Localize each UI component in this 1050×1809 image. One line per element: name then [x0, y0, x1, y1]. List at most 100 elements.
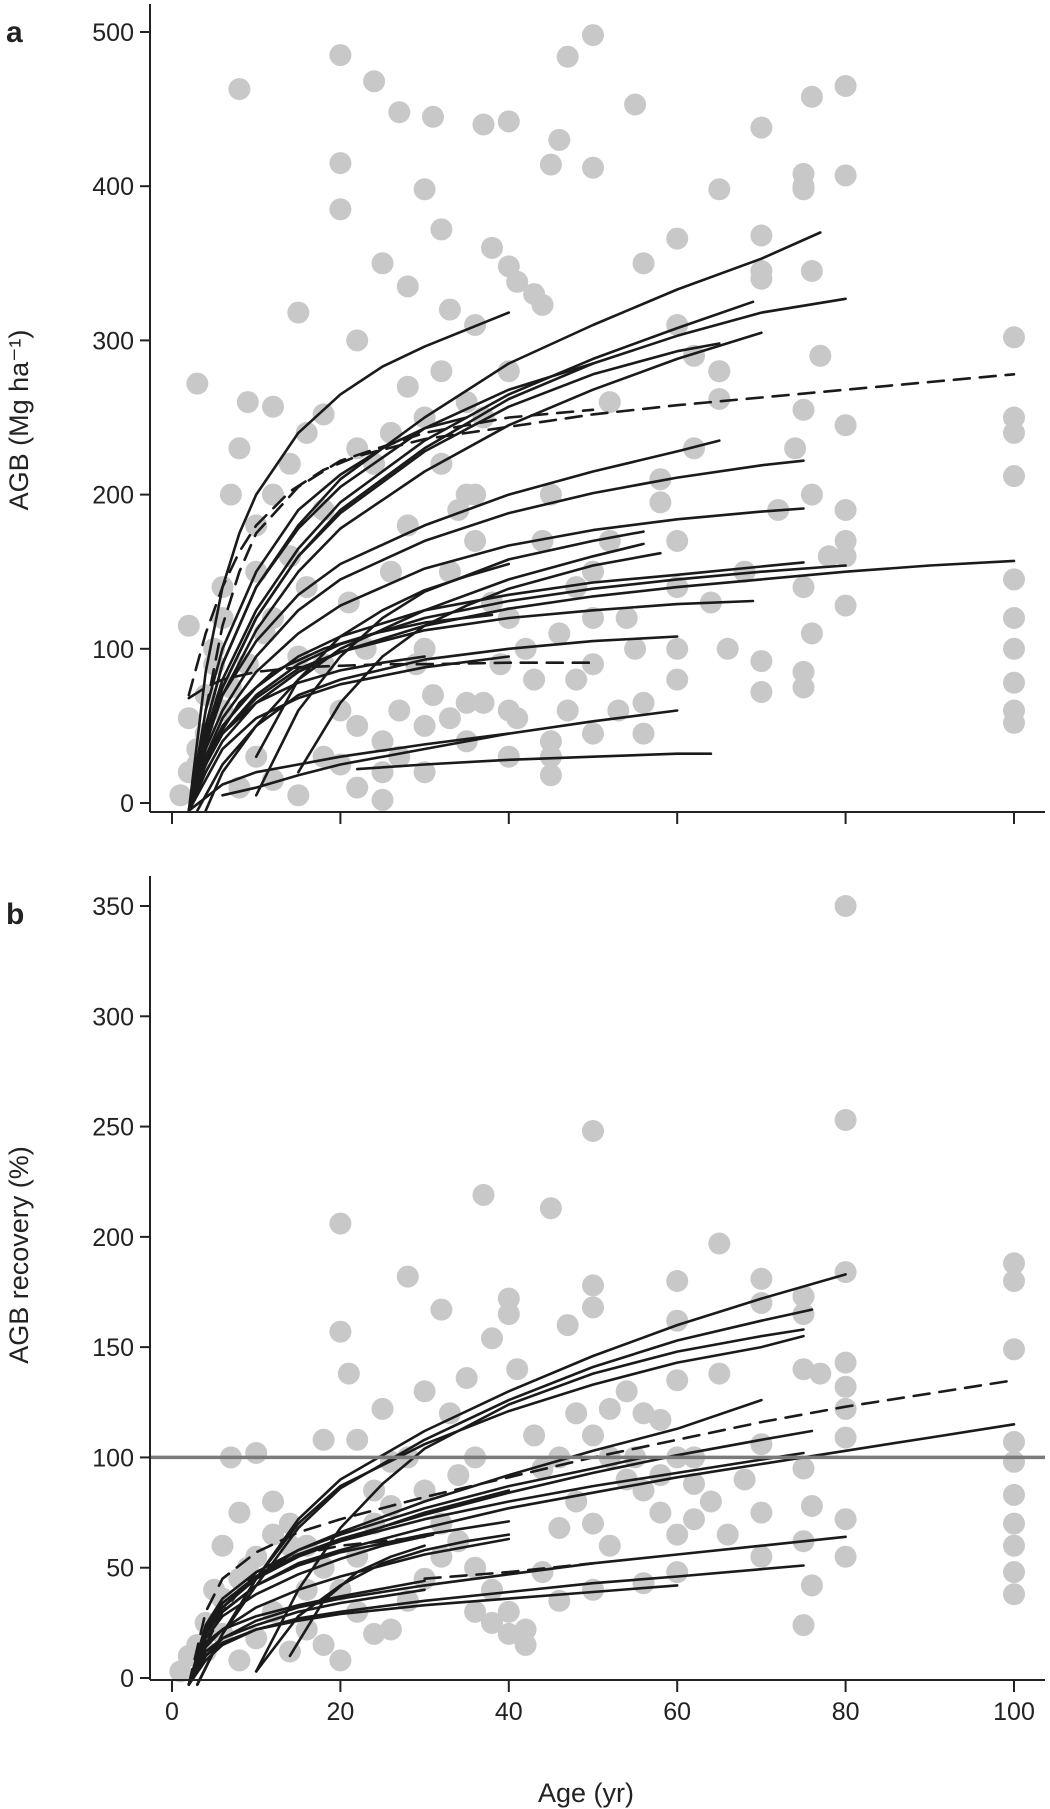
- panel-a-data-point: [371, 730, 394, 753]
- panel-a-data-point: [834, 75, 857, 97]
- panel-a-data-point: [582, 607, 604, 629]
- panel-a-data-point: [506, 707, 529, 730]
- panel-a-data-point: [666, 668, 689, 691]
- panel-a-data-point: [287, 301, 310, 324]
- panel-b-data-point: [497, 1600, 520, 1623]
- panel-a-data-point: [708, 360, 731, 383]
- panel-b-data-point: [363, 1479, 386, 1502]
- panel-b-x-tick-label: 20: [326, 1698, 354, 1726]
- panel-b-data-point: [523, 1424, 546, 1447]
- panel-a-data-point: [733, 560, 756, 583]
- panel-b-data-point: [497, 1622, 520, 1645]
- panel-b-data-point: [396, 1265, 419, 1288]
- panel-b-data-point: [506, 1358, 529, 1381]
- panel-a-data-point: [531, 293, 554, 316]
- panel-a-data-point: [792, 576, 815, 599]
- panel-a-fit-curve: [187, 300, 755, 812]
- panel-b-x-tick-label: 60: [663, 1698, 691, 1726]
- panel-a-data-point: [371, 252, 394, 275]
- panel-b-data-point: [329, 1212, 352, 1235]
- panel-a-data-point: [632, 252, 655, 275]
- panel-a-data-point: [371, 761, 394, 784]
- panel-b-x-tick-label: 0: [165, 1698, 179, 1726]
- panel-a-data-point: [464, 483, 487, 506]
- panel-a-data-point: [666, 227, 689, 250]
- panel-a-points: [169, 24, 1025, 811]
- panel-a-data-point: [430, 360, 453, 383]
- panel-b-data-point: [539, 1197, 562, 1220]
- panel-b-fit-curve: [187, 1451, 805, 1686]
- panel-a-data-point: [396, 375, 419, 398]
- panel-b-fit-curve: [187, 1456, 645, 1686]
- panel-a-fit-curve: [187, 655, 511, 812]
- panel-b-data-point: [514, 1618, 537, 1641]
- panel-b-data-point: [1003, 1512, 1025, 1535]
- panel-a-data-point: [792, 178, 815, 201]
- panel-a-fit-curve: [187, 231, 822, 812]
- panel-a-data-point: [472, 113, 495, 136]
- panel-b-fit-curve: [254, 1533, 511, 1673]
- panel-a-data-point: [262, 483, 284, 506]
- panel-b-data-point: [834, 1375, 857, 1398]
- panel-a-data-point: [792, 660, 815, 683]
- panel-b-data-point: [1003, 1338, 1025, 1361]
- panel-a-fit-curve: [187, 342, 721, 812]
- panel-b-y-tick-label: 100: [92, 1444, 134, 1472]
- panel-b-x-tick-label: 40: [495, 1698, 523, 1726]
- panel-b-fitted-curves: [187, 1273, 1016, 1686]
- panel-b-y-tick-label: 300: [92, 1003, 134, 1031]
- panel-b-data-point: [245, 1545, 268, 1568]
- panel-b-data-point: [666, 1561, 689, 1584]
- panel-a-data-point: [750, 224, 773, 247]
- panel-b-data-point: [834, 1508, 857, 1531]
- panel-b-data-point: [1003, 1252, 1025, 1275]
- panel-b-data-point: [834, 1426, 857, 1449]
- panel-a-data-point: [396, 275, 419, 298]
- panel-a-data-point: [809, 344, 832, 367]
- panel-a-data-point: [329, 198, 352, 221]
- panel-a-data-point: [792, 398, 815, 421]
- panel-a-data-point: [539, 483, 562, 506]
- panel-b-y-tick-label: 250: [92, 1114, 134, 1142]
- panel-b-fit-curve: [423, 1562, 595, 1580]
- panel-b-y-axis-label: AGB recovery (%): [4, 1146, 34, 1364]
- panel-a-data-point: [565, 668, 588, 691]
- panel-b-x-tick-label: 100: [993, 1698, 1035, 1726]
- panel-a-data-point: [430, 452, 453, 475]
- panel-b-data-point: [211, 1534, 234, 1557]
- panel-a-data-point: [624, 93, 647, 116]
- panel-a-data-point: [177, 614, 200, 637]
- panel-a-data-point: [607, 699, 630, 722]
- panel-a-data-point: [784, 437, 807, 460]
- panel-a-data-point: [792, 162, 815, 185]
- panel-a-data-point: [834, 529, 857, 552]
- panel-b-y-tick-label: 200: [92, 1224, 134, 1252]
- panel-b-data-point: [708, 1362, 731, 1385]
- panel-b-data-point: [312, 1633, 335, 1656]
- panel-b-data-point: [438, 1402, 461, 1425]
- panel-b-data-point: [514, 1633, 537, 1656]
- panel-a-data-point: [539, 153, 562, 176]
- panel-a-fit-curve: [355, 752, 713, 771]
- panel-a-data-point: [548, 622, 571, 645]
- panel-a-data-point: [430, 218, 453, 241]
- panel-b-data-point: [1003, 1270, 1025, 1292]
- panel-a-y-tick-label: 300: [92, 327, 134, 355]
- panel-a-data-point: [438, 707, 461, 730]
- panel-a-data-point: [834, 545, 857, 568]
- panel-b-data-point: [447, 1464, 470, 1487]
- panel-b-data-point: [312, 1428, 335, 1451]
- panel-b-data-point: [548, 1517, 571, 1539]
- panel-a-data-point: [649, 468, 672, 491]
- panel-b-data-point: [792, 1457, 815, 1480]
- panel-a-fit-curve: [187, 655, 426, 812]
- panel-b-data-point: [708, 1232, 731, 1255]
- panel-b-data-point: [834, 1109, 857, 1131]
- panel-b-fit-curve: [196, 1334, 805, 1686]
- panel-b-data-point: [497, 1287, 520, 1310]
- panel-b-data-point: [329, 1649, 352, 1672]
- panel-b-data-point: [834, 1545, 857, 1568]
- x-axis-label: Age (yr): [538, 1778, 634, 1808]
- panel-a-data-point: [750, 681, 773, 703]
- panel-a-data-point: [329, 152, 352, 175]
